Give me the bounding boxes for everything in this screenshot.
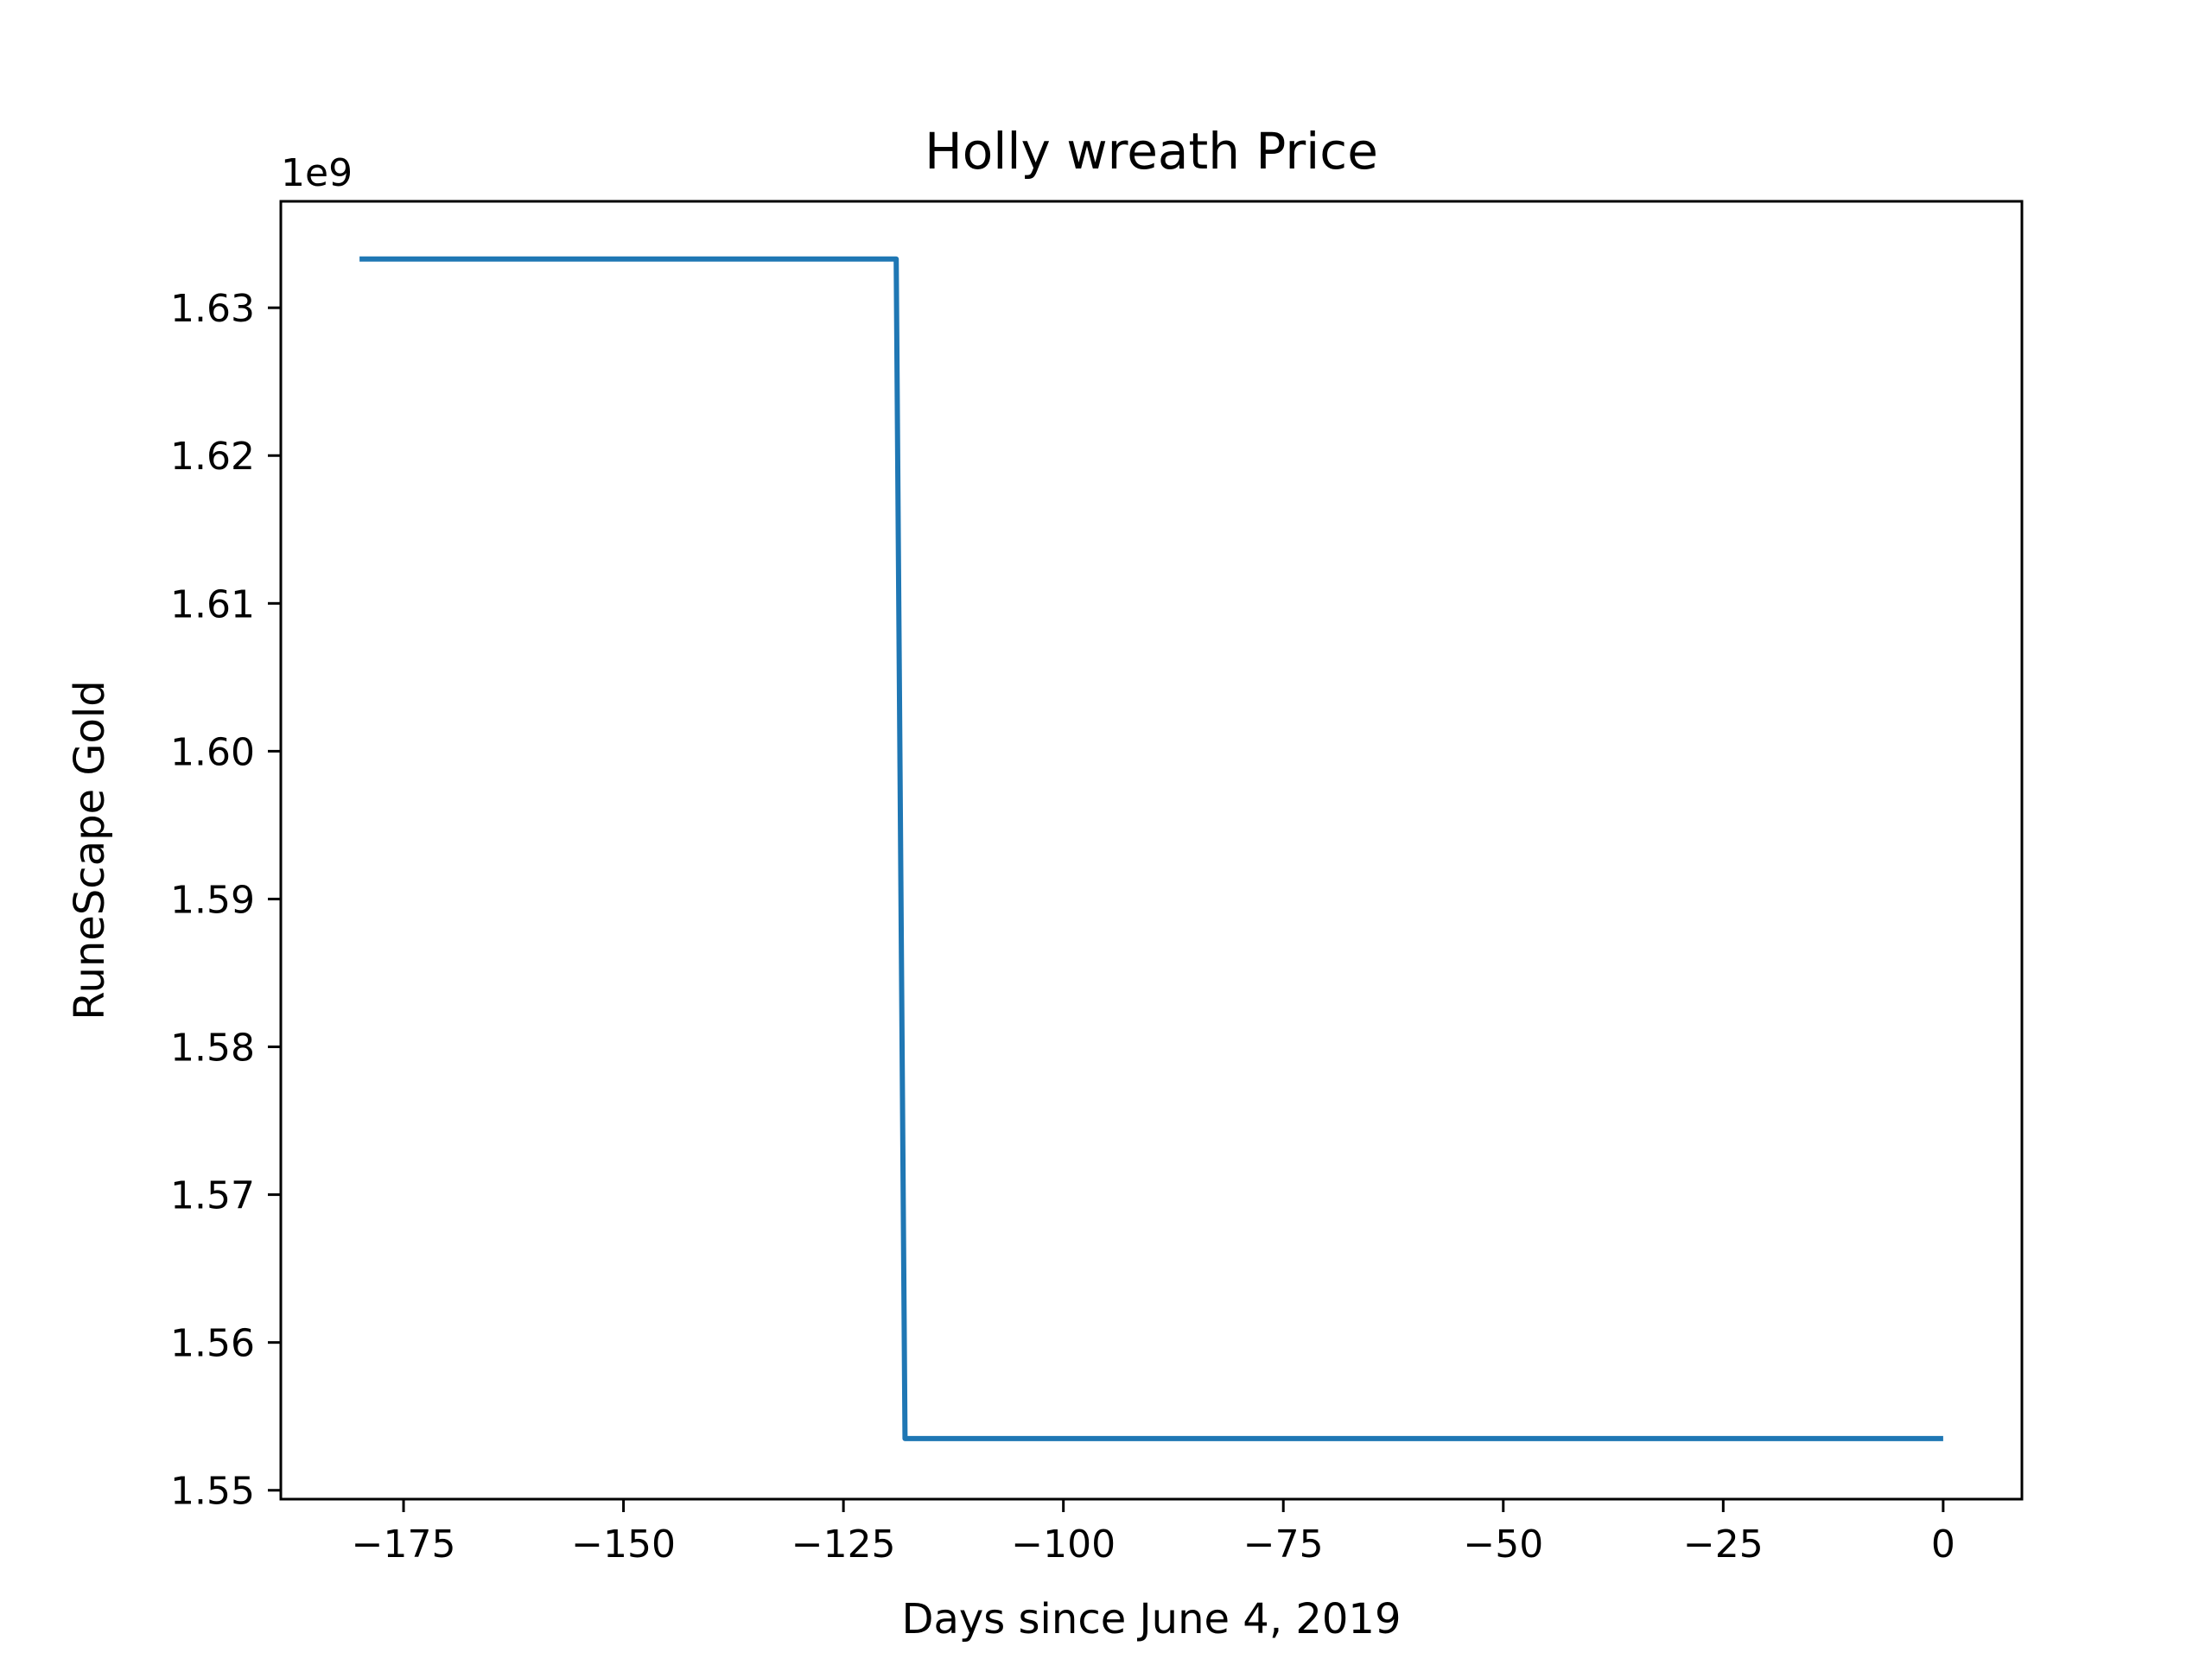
y-tick-label: 1.58 <box>170 1027 255 1071</box>
plot-area-frame <box>279 200 2024 1501</box>
x-tick-label: 0 <box>1931 1522 1955 1567</box>
y-tick-label: 1.56 <box>170 1322 255 1366</box>
series-layer <box>359 256 1943 1441</box>
x-tick-label: −125 <box>791 1522 896 1567</box>
y-axis-label: RuneScape Gold <box>66 680 114 1020</box>
y-tick-label: 1.60 <box>170 730 255 774</box>
x-tick-label: −150 <box>571 1522 676 1567</box>
chart-title: Holly wreath Price <box>925 122 1378 181</box>
y-tick-label: 1.63 <box>170 287 255 331</box>
x-tick-label: −75 <box>1243 1522 1324 1567</box>
x-tick-label: −50 <box>1463 1522 1543 1567</box>
x-tick-label: −100 <box>1011 1522 1116 1567</box>
y-tick-label: 1.59 <box>170 878 255 922</box>
x-tick-label: −175 <box>352 1522 456 1567</box>
y-tick-label: 1.62 <box>170 435 255 479</box>
series-line <box>359 256 1943 1441</box>
y-tick-label: 1.61 <box>170 582 255 626</box>
y-axis-ticks: 1.55 1.56 1.57 1.58 1.59 1.60 1.61 1.62 1.63 <box>170 287 281 1514</box>
x-axis-label: Days since June 4, 2019 <box>902 1595 1402 1643</box>
x-axis-ticks: −175 −150 −125 −100 −75 −50 −25 0 <box>352 1499 1955 1567</box>
y-axis-offset-label: 1e9 <box>281 151 353 195</box>
y-tick-label: 1.57 <box>170 1174 255 1218</box>
y-tick-label: 1.55 <box>170 1470 255 1514</box>
x-tick-label: −25 <box>1683 1522 1764 1567</box>
